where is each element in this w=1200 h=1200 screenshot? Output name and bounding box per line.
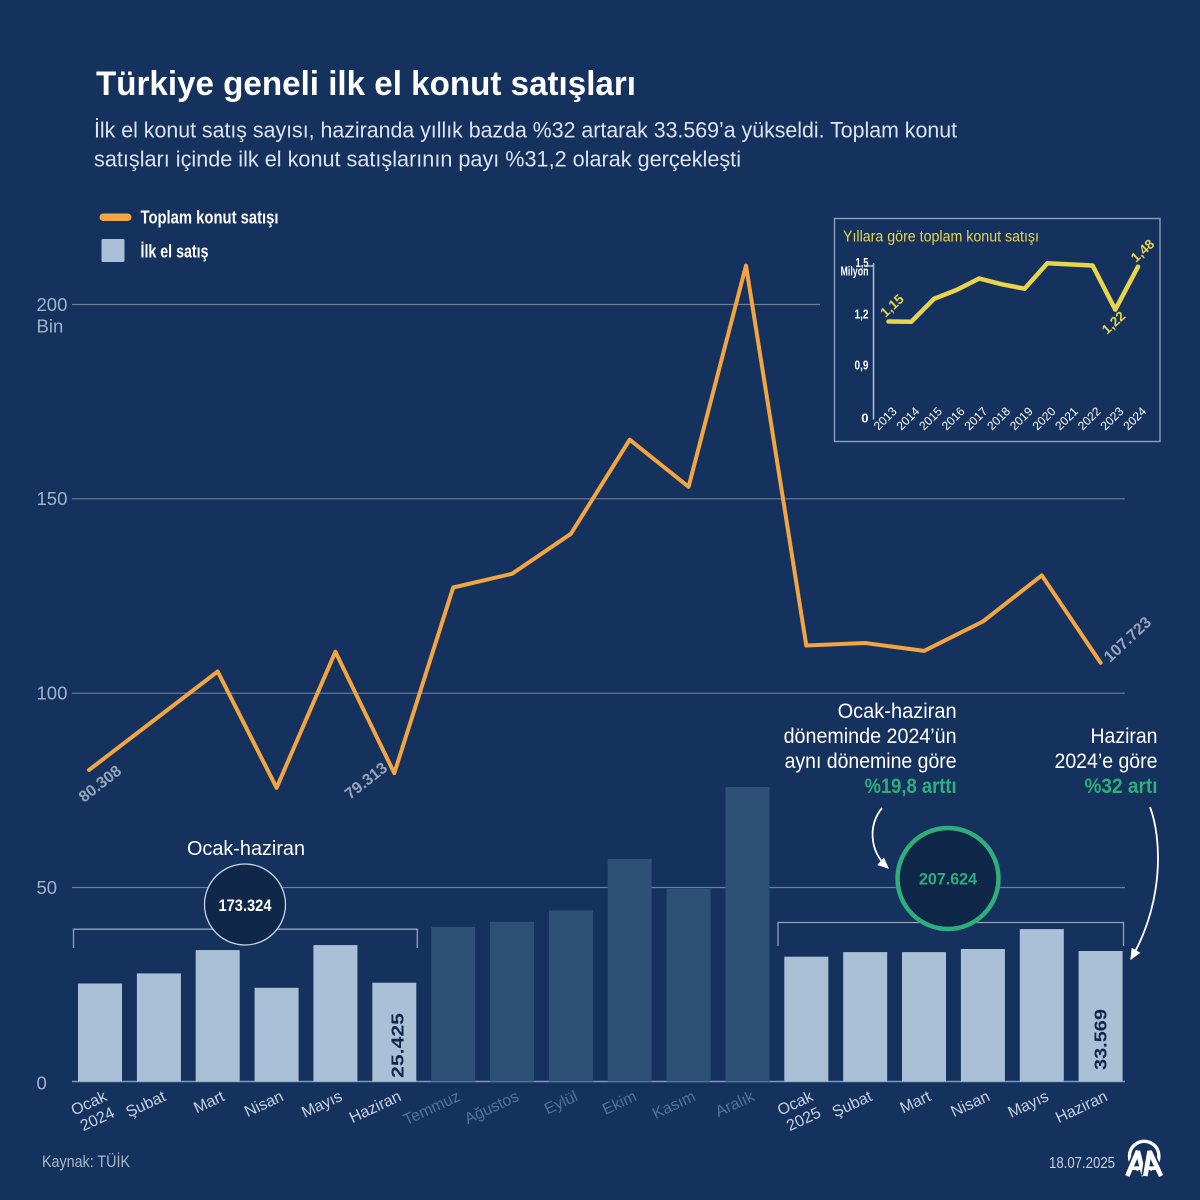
svg-text:200: 200 — [37, 294, 68, 315]
svg-text:döneminde 2024’ün: döneminde 2024’ün — [784, 725, 957, 748]
svg-text:50: 50 — [37, 877, 58, 898]
svg-text:İlk el konut satış sayısı, haz: İlk el konut satış sayısı, haziranda yıl… — [94, 118, 957, 143]
svg-text:Ocak-haziran: Ocak-haziran — [838, 700, 957, 723]
svg-text:207.624: 207.624 — [919, 870, 978, 889]
svg-text:Yıllara göre toplam konut satı: Yıllara göre toplam konut satışı — [843, 229, 1039, 246]
svg-text:Milyon: Milyon — [841, 264, 869, 279]
svg-text:Türkiye geneli ilk el konut sa: Türkiye geneli ilk el konut satışları — [96, 65, 636, 103]
svg-text:Toplam konut satışı: Toplam konut satışı — [141, 208, 279, 228]
svg-text:1,2: 1,2 — [855, 307, 869, 322]
svg-text:100: 100 — [37, 683, 68, 704]
svg-text:aynı dönemine göre: aynı dönemine göre — [785, 750, 957, 773]
svg-text:2024’e göre: 2024’e göre — [1055, 750, 1158, 773]
svg-text:Ocak-haziran: Ocak-haziran — [187, 838, 305, 860]
svg-text:18.07.2025: 18.07.2025 — [1049, 1155, 1115, 1172]
svg-text:0: 0 — [37, 1073, 47, 1094]
svg-text:33.569: 33.569 — [1091, 1009, 1111, 1070]
svg-text:Bin: Bin — [37, 316, 64, 337]
svg-text:İlk el satış: İlk el satış — [141, 242, 209, 262]
svg-text:Kaynak: TÜİK: Kaynak: TÜİK — [42, 1152, 131, 1171]
svg-text:%32 artı: %32 artı — [1085, 775, 1158, 798]
svg-text:Haziran: Haziran — [1091, 725, 1158, 748]
svg-text:0,9: 0,9 — [855, 358, 869, 373]
svg-text:0: 0 — [861, 411, 868, 426]
svg-text:%19,8 arttı: %19,8 arttı — [865, 775, 957, 798]
svg-text:1,5: 1,5 — [856, 255, 869, 270]
svg-text:satışları içinde ilk el konut: satışları içinde ilk el konut satışların… — [94, 147, 741, 172]
svg-text:150: 150 — [37, 488, 68, 509]
svg-text:25.425: 25.425 — [388, 1013, 408, 1078]
svg-text:173.324: 173.324 — [219, 897, 273, 915]
